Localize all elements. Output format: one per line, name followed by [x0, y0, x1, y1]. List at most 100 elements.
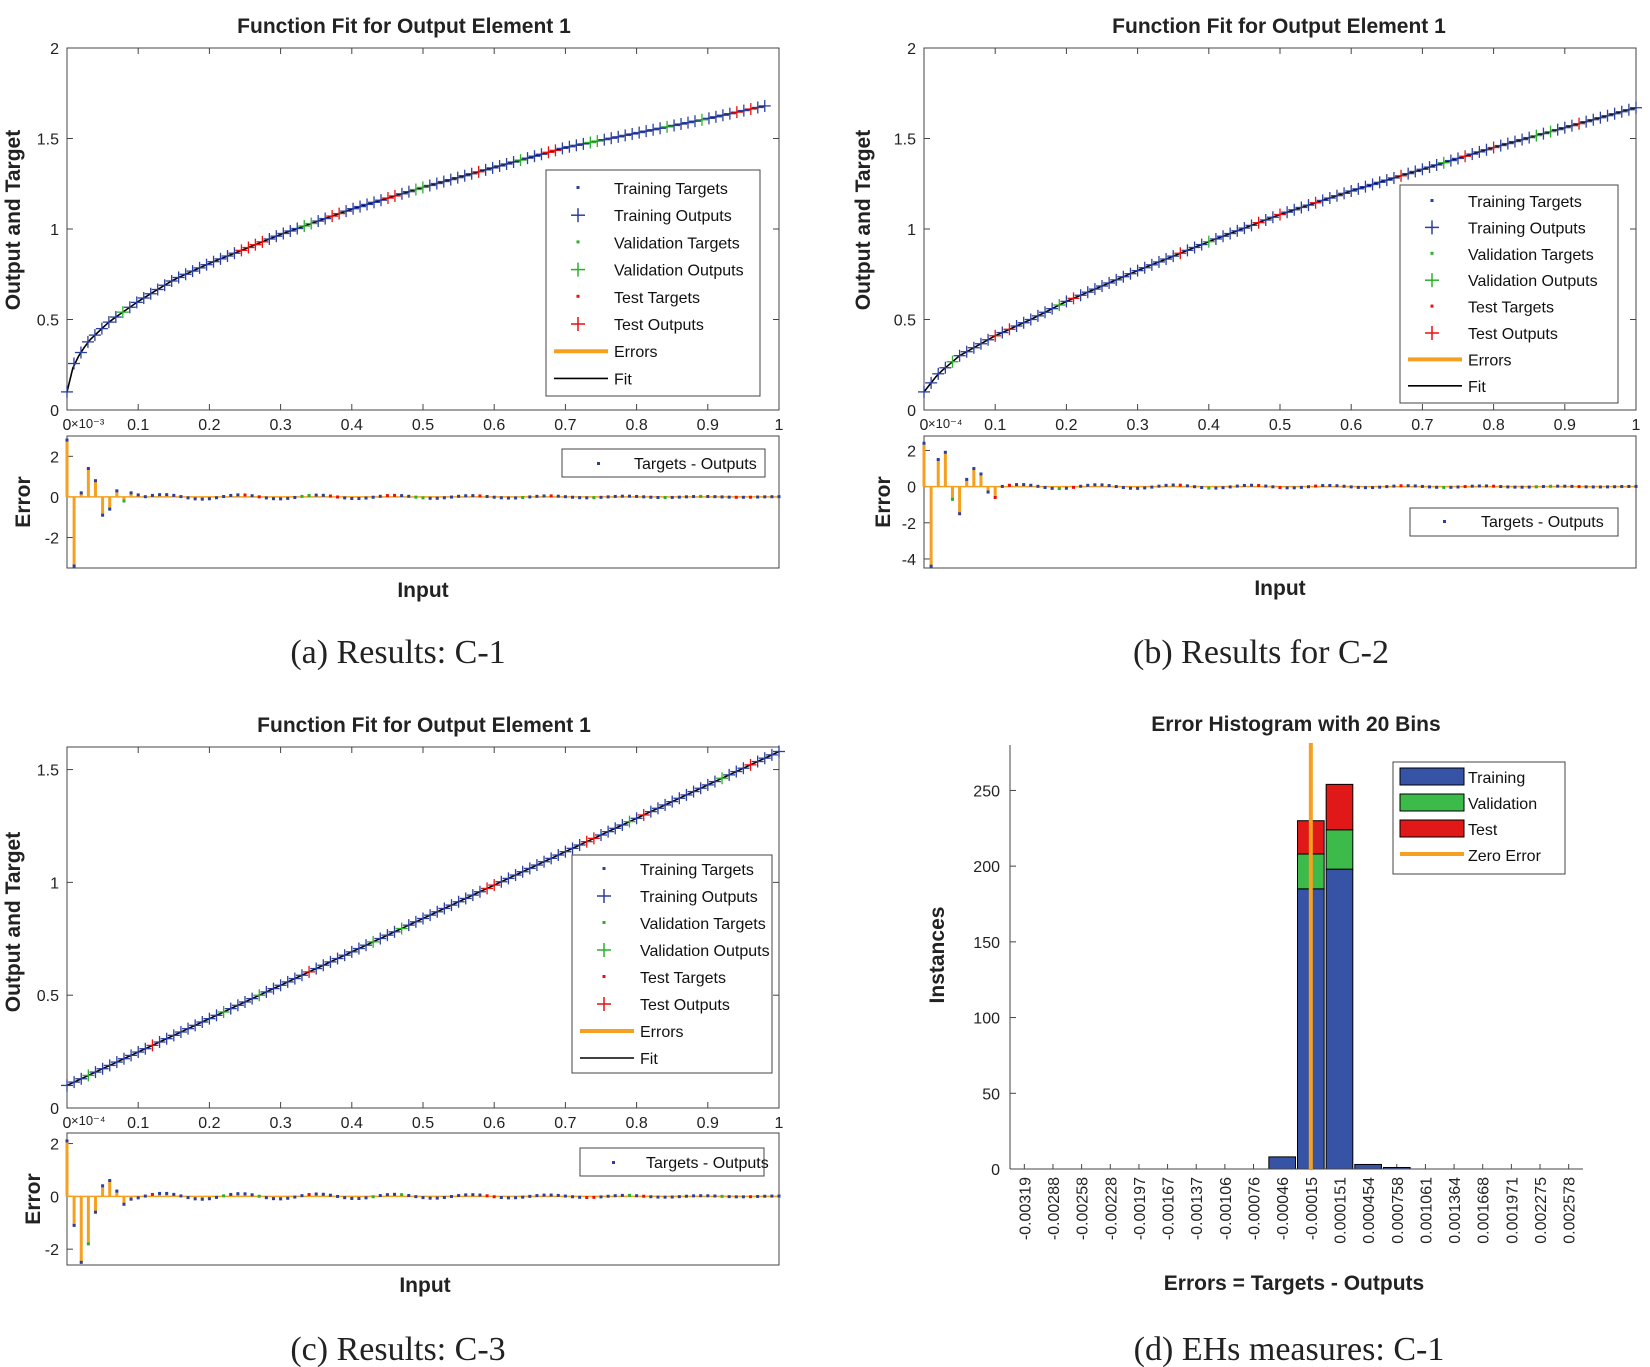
err-y-tick-label: 2 [907, 443, 916, 460]
error-point [264, 496, 268, 500]
error-point [741, 495, 745, 499]
error-point [1228, 485, 1232, 489]
x-tick-label: 0.1 [127, 417, 149, 434]
error-point [620, 1193, 624, 1197]
error-point [749, 495, 753, 499]
y-tick-label: 2 [50, 41, 59, 58]
error-point [656, 495, 660, 499]
error-point [1406, 484, 1410, 488]
error-point [770, 495, 774, 499]
error-point [222, 1194, 226, 1198]
error-point [1086, 483, 1090, 487]
legend-label: Validation Targets [614, 235, 740, 252]
error-point [770, 1194, 774, 1198]
y-tick-label: 0 [50, 403, 59, 420]
error-point [627, 494, 631, 498]
error-point [65, 1139, 69, 1143]
legend-label: Test Targets [614, 290, 700, 307]
hist-x-tick-label: 0.000758 [1390, 1177, 1407, 1244]
error-point [1136, 486, 1140, 490]
error-point [264, 1196, 268, 1200]
error-point [620, 494, 624, 498]
error-point [336, 495, 340, 499]
error-point [421, 496, 425, 500]
error-point [86, 466, 90, 470]
panel-c-error-stems [65, 1139, 781, 1264]
x-tick-label: 0 [63, 417, 72, 434]
error-point [279, 497, 283, 501]
error-point [393, 493, 397, 497]
error-point [1022, 483, 1026, 487]
x-tick-label: 0.4 [1198, 417, 1220, 434]
hist-x-tick-label: -0.00106 [1218, 1177, 1235, 1240]
error-point [506, 1196, 510, 1200]
panel-a-markers [61, 99, 771, 398]
panel-c-ylabel: Output and Target [2, 832, 25, 1012]
error-point [229, 1192, 233, 1196]
hist-x-tick-label: -0.00258 [1075, 1177, 1092, 1240]
error-point [414, 495, 418, 499]
panel-a-error-stems [65, 438, 781, 568]
legend-label: Validation Outputs [640, 943, 770, 960]
error-point [328, 1193, 332, 1197]
panel-c-xlabel: Input [399, 1274, 450, 1297]
legend-label: Fit [1468, 379, 1486, 396]
y-tick-label: 0.5 [37, 988, 59, 1005]
error-point [193, 1197, 197, 1201]
error-point [215, 496, 219, 500]
error-point [1029, 483, 1033, 487]
error-point [1079, 484, 1083, 488]
error-point [521, 1195, 525, 1199]
error-point [1000, 484, 1004, 488]
error-point [649, 495, 653, 499]
error-point [972, 467, 976, 471]
panel-b-error-legend: Targets - Outputs [1409, 507, 1619, 537]
error-point [506, 496, 510, 500]
error-point [1428, 485, 1432, 489]
error-point [371, 495, 375, 499]
error-point [364, 1196, 368, 1200]
error-point [950, 497, 954, 501]
error-point [670, 495, 674, 499]
hist-bar-training [1354, 1163, 1382, 1170]
error-point [1150, 485, 1154, 489]
hist-y-tick-label: 50 [982, 1086, 1000, 1103]
error-point [499, 1195, 503, 1199]
error-point [328, 494, 332, 498]
error-point [734, 495, 738, 499]
error-point [150, 493, 154, 497]
error-point [1399, 484, 1403, 488]
error-point [720, 1194, 724, 1198]
error-point [464, 494, 468, 498]
error-point [136, 493, 140, 497]
err-y-tick-label: 0 [50, 490, 59, 507]
legend-label: Test Outputs [614, 317, 704, 334]
error-point [1477, 484, 1481, 488]
error-point [314, 493, 318, 497]
error-point [1549, 484, 1553, 488]
error-point [93, 1210, 97, 1214]
error-point [492, 1195, 496, 1199]
error-point [1499, 485, 1503, 489]
x-tick-label: 0.6 [1340, 417, 1362, 434]
y-tick-label: 0 [907, 403, 916, 420]
legend-label: Training Outputs [614, 208, 732, 225]
panel-a-error-exponent: ×10⁻³ [71, 416, 105, 431]
hist-y-tick-label: 200 [973, 859, 1000, 876]
error-point [592, 1195, 596, 1199]
error-point [122, 1202, 126, 1206]
x-tick-label: 1 [1632, 417, 1641, 434]
error-point [186, 1196, 190, 1200]
legend-label: Test Outputs [640, 997, 730, 1014]
error-point [599, 495, 603, 499]
error-point [207, 497, 211, 501]
hist-y-tick-label: 250 [973, 783, 1000, 800]
legend-label: Training Targets [640, 862, 754, 879]
error-point [193, 497, 197, 501]
error-point [1442, 485, 1446, 489]
legend-label: Fit [640, 1051, 658, 1068]
error-point [563, 1194, 567, 1198]
error-point [165, 493, 169, 497]
legend-label: Fit [614, 371, 632, 388]
error-point [207, 1197, 211, 1201]
